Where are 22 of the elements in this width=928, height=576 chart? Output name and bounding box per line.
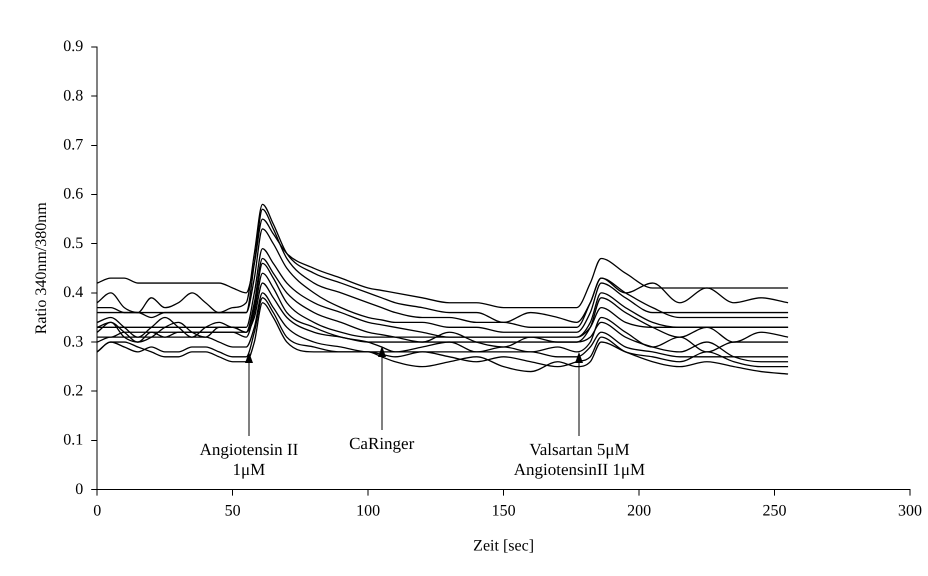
y-tick-label: 0.1 (63, 432, 84, 449)
x-tick-label: 250 (762, 502, 787, 520)
y-tick-label: 0.7 (63, 136, 84, 154)
x-tick-label: 100 (356, 502, 380, 520)
y-tick-label: 0.4 (63, 284, 84, 302)
x-tick-label: 300 (898, 502, 922, 520)
x-axis-title: Zeit [sec] (473, 538, 534, 555)
annotation: Valsartan 5μM AngiotensinII 1μM (514, 440, 646, 480)
x-tick-label: 200 (627, 502, 652, 520)
x-tick-label: 0 (93, 502, 102, 520)
x-tick-label: 150 (492, 502, 516, 520)
y-tick-label: 0.2 (63, 382, 84, 400)
x-tick-label: 50 (224, 502, 241, 520)
y-axis-title: Ratio 340nm/380nm (32, 202, 50, 334)
y-tick-label: 0.8 (63, 87, 84, 104)
y-tick-label: 0.6 (63, 186, 84, 203)
annotation: Angiotensin II 1μM (200, 440, 298, 480)
y-tick-label: 0.9 (63, 38, 84, 56)
y-tick-label: 0.3 (63, 333, 84, 350)
annotation: CaRinger (349, 434, 414, 454)
y-tick-label: 0.5 (63, 234, 84, 252)
y-tick-label: 0 (75, 480, 84, 498)
